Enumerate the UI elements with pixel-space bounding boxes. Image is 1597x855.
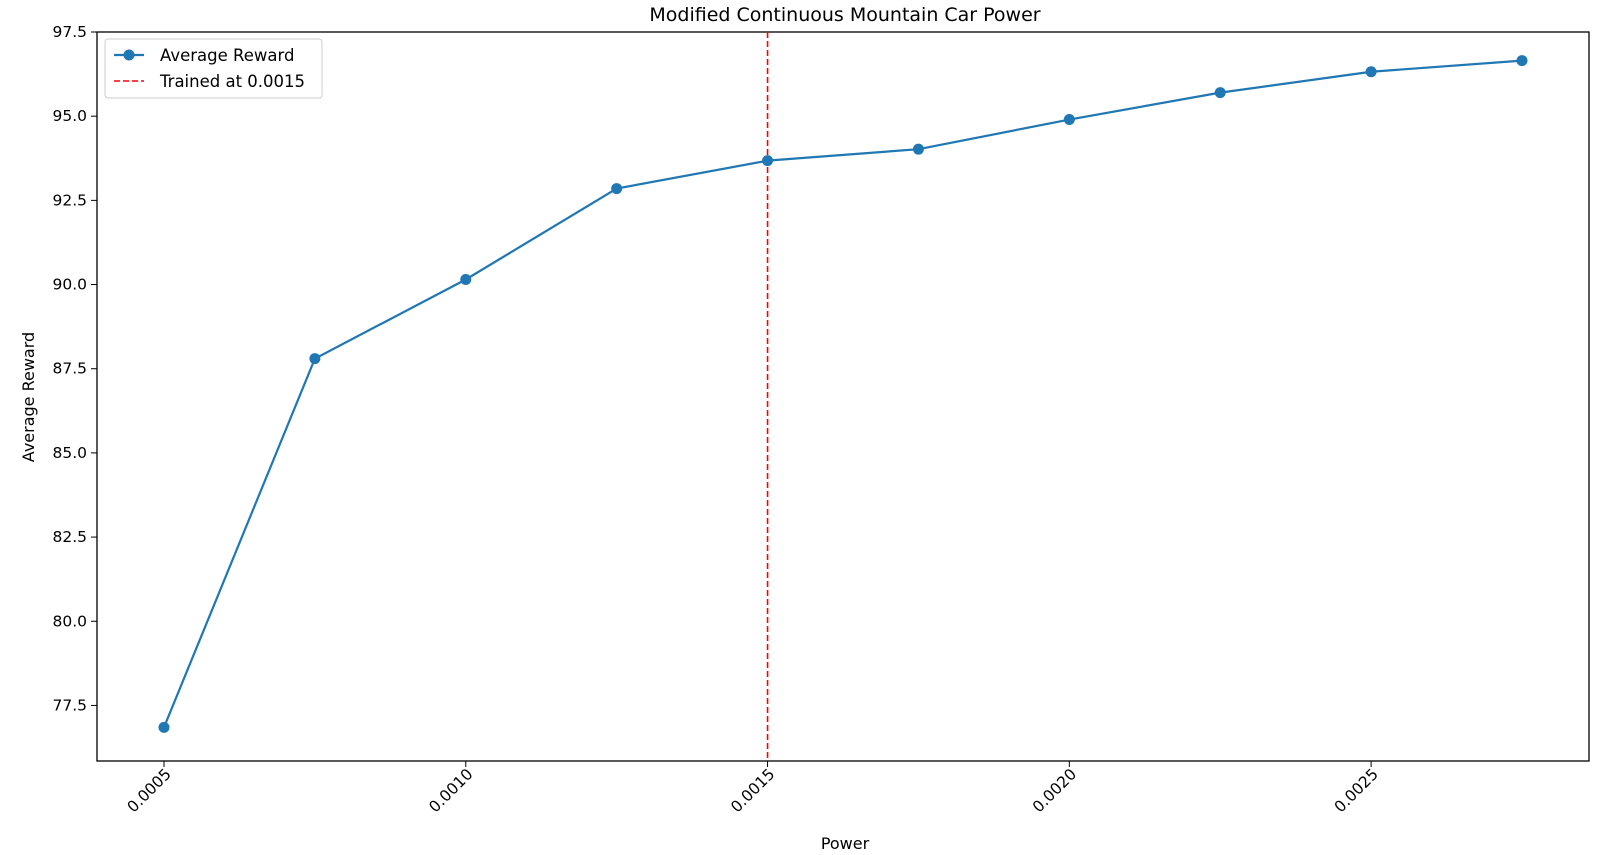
y-tick-label: 82.5 [52, 528, 87, 546]
x-axis-label: Power [821, 834, 870, 853]
x-tick-label: 0.0010 [426, 765, 477, 816]
x-tick-label: 0.0025 [1331, 765, 1382, 816]
legend-label-trained: Trained at 0.0015 [159, 72, 305, 91]
data-point [1365, 66, 1377, 78]
y-tick-label: 97.5 [52, 23, 87, 41]
x-tick-label: 0.0020 [1029, 765, 1080, 816]
y-tick-label: 95.0 [52, 107, 87, 125]
data-point [762, 155, 774, 167]
x-axis: 0.0005 0.0010 0.0015 0.0020 0.0025 [124, 761, 1382, 816]
y-axis-label: Average Reward [19, 332, 38, 462]
data-point [1214, 87, 1226, 99]
legend: Average Reward Trained at 0.0015 [104, 38, 323, 99]
series-layer [158, 55, 1528, 733]
legend-box [104, 38, 323, 99]
y-axis: 77.5 80.0 82.5 85.0 87.5 90.0 92.5 95.0 97.5 [52, 23, 97, 714]
y-tick-label: 90.0 [52, 276, 87, 294]
x-tick-label: 0.0015 [727, 765, 778, 816]
chart-title: Modified Continuous Mountain Car Power [649, 4, 1040, 26]
y-tick-label: 80.0 [52, 612, 87, 630]
x-tick-label: 0.0005 [124, 765, 175, 816]
data-point [912, 143, 924, 155]
data-point [309, 353, 321, 365]
y-tick-label: 85.0 [52, 444, 87, 462]
data-point [1516, 55, 1528, 67]
y-tick-label: 87.5 [52, 360, 87, 378]
data-point [460, 273, 472, 285]
plot-area-frame [96, 31, 1590, 762]
data-point [158, 721, 170, 733]
data-point [611, 183, 623, 195]
data-point [1063, 114, 1075, 126]
legend-label-average-reward: Average Reward [160, 46, 294, 65]
legend-series-marker [123, 49, 135, 61]
series-line [162, 59, 1523, 728]
y-tick-label: 77.5 [52, 696, 87, 714]
y-tick-label: 92.5 [52, 191, 87, 209]
